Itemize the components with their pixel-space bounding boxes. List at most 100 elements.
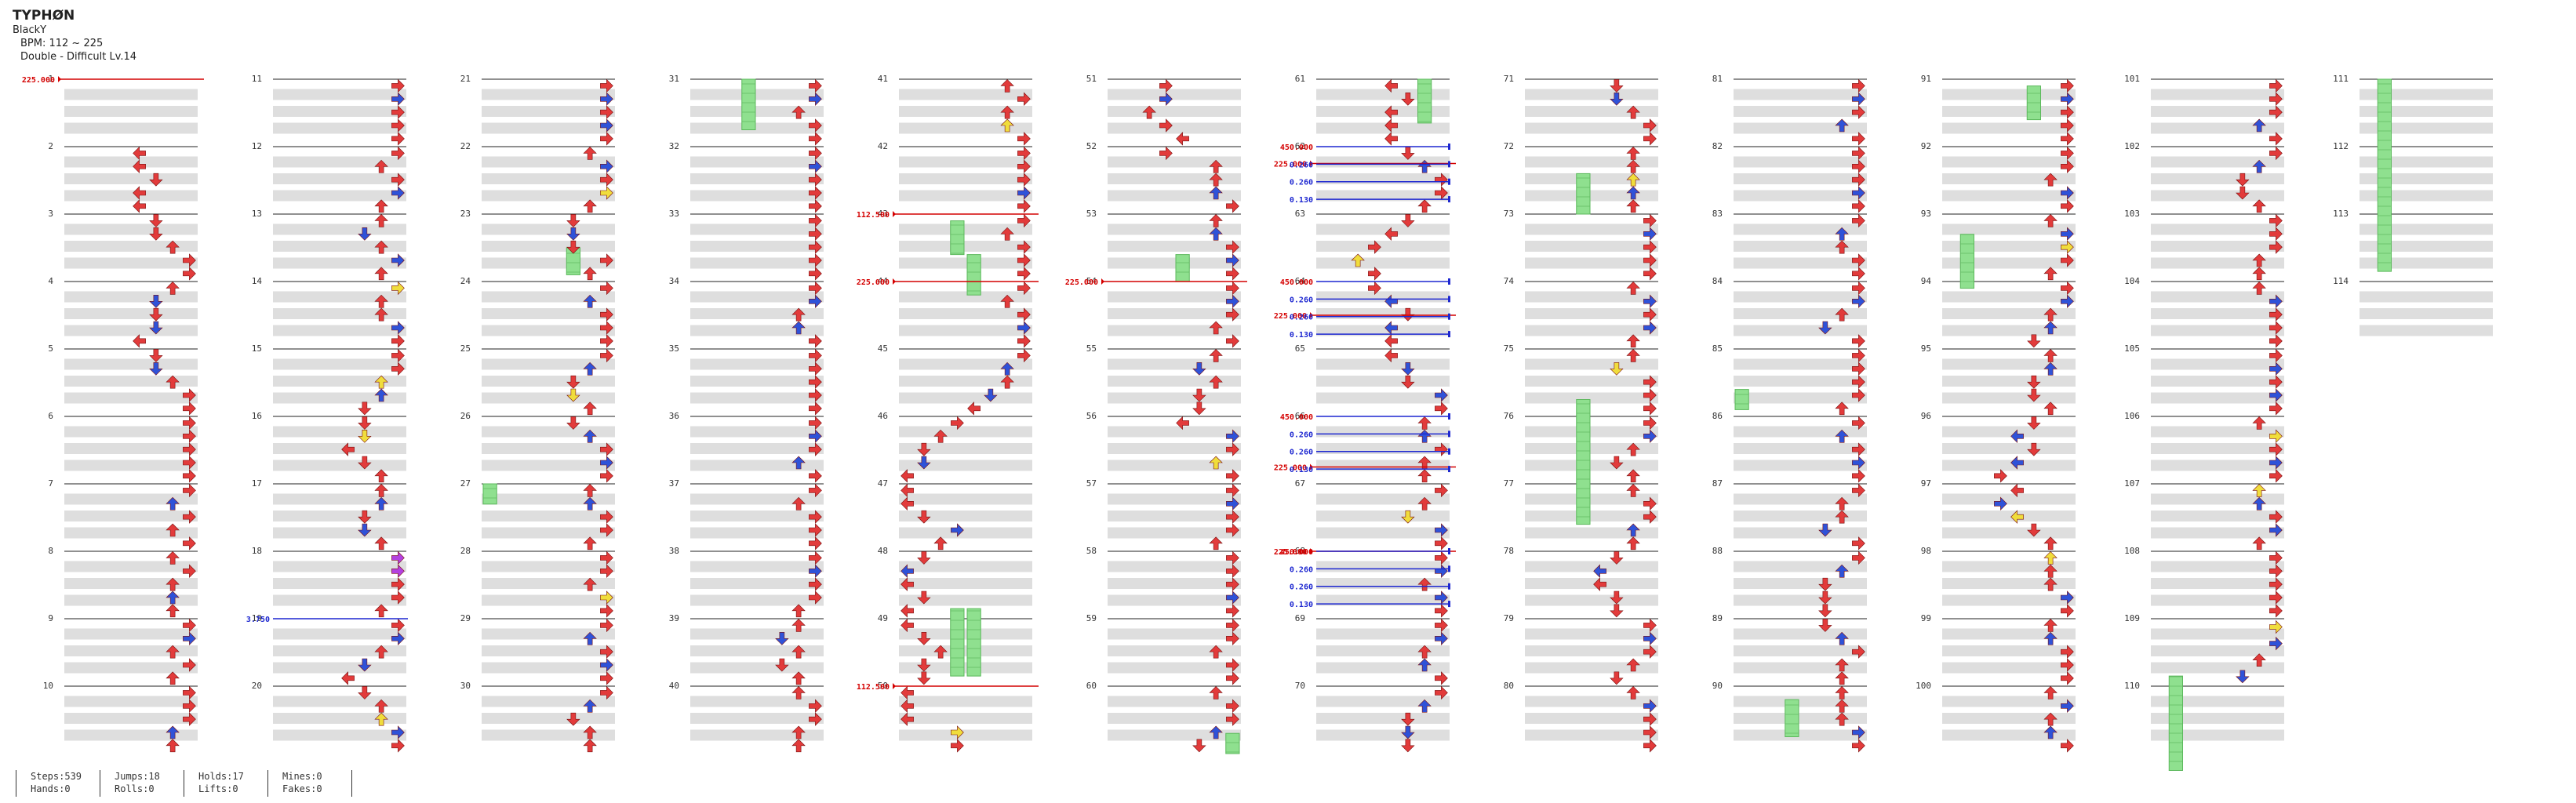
beat-band	[690, 713, 824, 724]
step-note	[2269, 213, 2283, 228]
step-note	[809, 199, 822, 213]
measure-number: 107	[2124, 478, 2140, 489]
stat-hands: Hands:0	[31, 783, 71, 794]
hold-note	[482, 483, 497, 505]
step-note	[583, 536, 597, 550]
hold-note	[1785, 699, 1799, 738]
step-note	[1000, 79, 1014, 93]
step-note	[1643, 253, 1657, 267]
step-note	[1435, 536, 1448, 550]
step-note	[1626, 147, 1640, 160]
beat-band	[899, 325, 1032, 336]
step-note	[2043, 267, 2058, 281]
step-note	[583, 699, 597, 713]
beat-band	[1108, 696, 1241, 707]
beat-band	[482, 291, 615, 303]
measure-number: 86	[1712, 411, 1723, 421]
step-note	[374, 604, 388, 618]
step-note	[901, 564, 914, 579]
step-note	[600, 618, 613, 633]
stop-marker	[1448, 296, 1450, 303]
measure-number: 106	[2124, 411, 2140, 421]
step-note	[1226, 267, 1239, 281]
beat-band	[482, 376, 615, 387]
stat-holds: Holds:17	[198, 771, 244, 782]
step-note	[809, 281, 822, 296]
step-note	[917, 510, 931, 524]
step-note	[1626, 334, 1640, 348]
measure-number: 104	[2124, 276, 2140, 286]
step-note	[133, 186, 146, 200]
beat-band	[1108, 241, 1241, 252]
step-note	[1852, 456, 1865, 470]
step-note	[2061, 671, 2074, 685]
step-note	[809, 416, 822, 431]
measure-number: 45	[878, 343, 888, 354]
step-note	[1226, 253, 1239, 267]
beat-band	[1734, 392, 1867, 404]
step-note	[1417, 496, 1432, 511]
hold-note	[2377, 78, 2392, 272]
step-note	[1643, 402, 1657, 416]
beat-band	[1734, 713, 1867, 724]
measure-number: 97	[1921, 478, 1931, 489]
measure-number: 48	[878, 546, 888, 556]
beat-band	[64, 561, 198, 572]
step-note	[1835, 699, 1849, 713]
beat-band	[899, 156, 1032, 168]
step-note	[566, 214, 580, 227]
beat-band	[1108, 662, 1241, 674]
step-note	[1192, 402, 1206, 416]
beat-band	[482, 594, 615, 606]
beat-band	[1734, 426, 1867, 438]
beat-band	[482, 89, 615, 100]
measure-number: 82	[1712, 141, 1723, 151]
step-note	[1852, 469, 1865, 483]
step-note	[583, 496, 597, 511]
step-note	[967, 402, 981, 416]
hold-notes	[482, 78, 2392, 771]
stop-label: 0.260	[1290, 296, 1313, 304]
beat-band	[2151, 223, 2284, 235]
beat-band	[64, 106, 198, 117]
beat-band	[64, 645, 198, 656]
step-note	[1643, 294, 1657, 309]
step-note	[2061, 294, 2074, 309]
beat-band	[1734, 241, 1867, 252]
step-note	[2043, 686, 2058, 699]
step-note	[809, 253, 822, 267]
step-note	[1176, 416, 1189, 431]
step-note	[2269, 78, 2283, 93]
step-note	[2269, 402, 2283, 416]
beat-band	[1525, 106, 1658, 117]
step-note	[1835, 307, 1849, 322]
beat-band	[1942, 561, 2076, 572]
beat-band	[1525, 156, 1658, 168]
beat-band	[2151, 578, 2284, 589]
beat-band	[482, 257, 615, 269]
step-note	[2252, 416, 2266, 430]
step-note	[1818, 523, 1832, 537]
stat-mines-fakes: Mines:0 Fakes:0	[267, 770, 352, 797]
hold-note	[966, 254, 981, 296]
beat-band	[2151, 645, 2284, 656]
step-note	[1626, 658, 1640, 672]
step-note	[1626, 186, 1640, 200]
step-note	[1226, 281, 1239, 296]
beat-band	[64, 460, 198, 471]
beat-band	[2360, 173, 2493, 184]
measure-number: 16	[252, 411, 262, 421]
stop-marker	[1448, 448, 1450, 455]
beat-band	[899, 645, 1032, 656]
beat-band	[899, 358, 1032, 370]
step-note	[809, 577, 822, 591]
step-note	[374, 469, 388, 483]
step-note	[358, 510, 372, 524]
measure-number: 96	[1921, 411, 1931, 421]
beat-band	[2151, 89, 2284, 100]
beat-band	[64, 392, 198, 404]
beat-band	[64, 713, 198, 724]
step-note	[183, 536, 196, 550]
beat-band	[1734, 645, 1867, 656]
step-note	[809, 442, 822, 456]
